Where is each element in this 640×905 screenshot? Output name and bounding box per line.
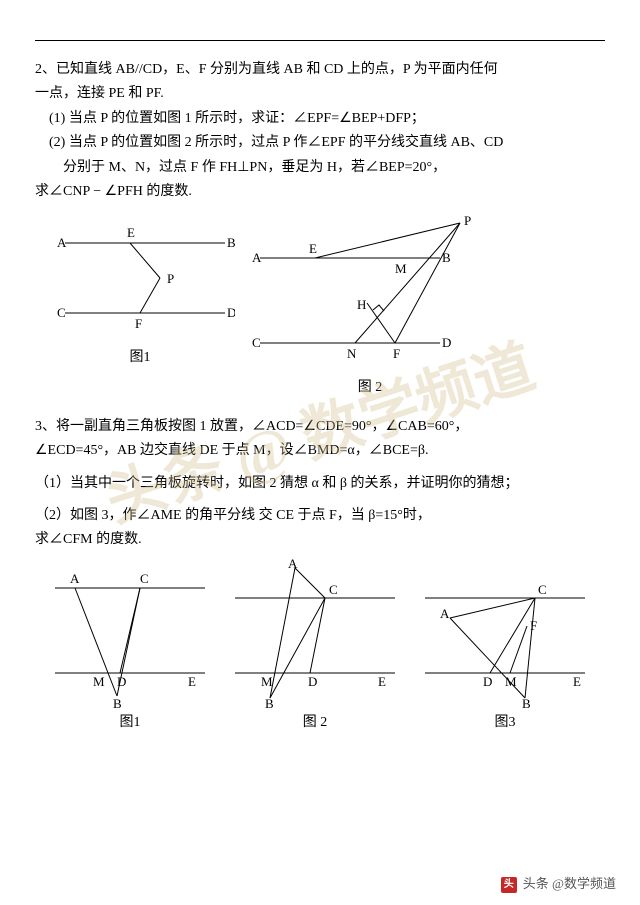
q3f3-D: D (483, 674, 492, 689)
q2-line1: 2、已知直线 AB//CD，E、F 分别为直线 AB 和 CD 上的点，P 为平… (35, 59, 605, 81)
q2f2-A: A (252, 250, 262, 265)
q2f2-D: D (442, 335, 451, 350)
q3f3-A: A (440, 606, 450, 621)
q3-line4: （2）如图 3，作∠AME 的角平分线 交 CE 于点 F，当 β=15°时， (35, 505, 605, 527)
q2-line2: 一点，连接 PE 和 PF. (35, 83, 605, 105)
q3f3-C: C (538, 582, 547, 597)
q3f1-C: C (140, 571, 149, 586)
q2f2-B: B (442, 250, 451, 265)
footer-text: 头条 @数学频道 (523, 874, 616, 895)
q2f1-D: D (227, 305, 235, 320)
footer: 头 头条 @数学频道 (501, 874, 616, 895)
horizontal-rule (35, 40, 605, 41)
q3-fig1-label: 图1 (45, 712, 215, 734)
q3f1-E: E (188, 674, 196, 689)
q3f2-B: B (265, 696, 274, 708)
question-3: 3、将一副直角三角板按图 1 放置，∠ACD=∠CDE=90°，∠CAB=60°… (35, 416, 605, 734)
q3f3-M: M (505, 674, 517, 689)
q3f2-D: D (308, 674, 317, 689)
q3-line2: ∠ECD=45°，AB 边交直线 DE 于点 M，设∠BMD=α，∠BCE=β. (35, 440, 605, 462)
question-2: 2、已知直线 AB//CD，E、F 分别为直线 AB 和 CD 上的点，P 为平… (35, 59, 605, 400)
q2f1-A: A (57, 235, 67, 250)
q2-fig2-cell: A B C D E P M H N F 图 2 (245, 213, 495, 399)
q2f1-P: P (167, 271, 174, 286)
q2-line4: (2) 当点 P 的位置如图 2 所示时，过点 P 作∠EPF 的平分线交直线 … (35, 132, 605, 154)
q2f1-C: C (57, 305, 66, 320)
q2-fig1-cell: A B C D E P F 图1 (45, 213, 235, 399)
q2f1-B: B (227, 235, 235, 250)
q2-fig2-svg: A B C D E P M H N F (245, 213, 495, 373)
q2-fig1-label: 图1 (45, 347, 235, 369)
q3f1-B: B (113, 696, 122, 708)
q2f2-N: N (347, 346, 357, 361)
q3f3-F: F (530, 618, 537, 633)
q3f2-E: E (378, 674, 386, 689)
q2f2-P: P (464, 213, 471, 228)
q3-line5: 求∠CFM 的度数. (35, 529, 605, 551)
q2f2-C: C (252, 335, 261, 350)
q3f1-D: D (117, 674, 126, 689)
q3f2-A: A (288, 558, 298, 571)
q3-fig3-svg: A C D M B E F (415, 558, 595, 708)
q3-fig1-svg: A C M D B E (45, 558, 215, 708)
q3-fig2-cell: A C M D B E 图 2 (225, 558, 405, 734)
q2-line6: 求∠CNP − ∠PFH 的度数. (35, 181, 605, 203)
q2f2-H: H (357, 297, 366, 312)
q3-fig2-svg: A C M D B E (225, 558, 405, 708)
q2f2-F: F (393, 346, 400, 361)
q3f1-A: A (70, 571, 80, 586)
q2-fig2-label: 图 2 (245, 377, 495, 399)
q3-line1: 3、将一副直角三角板按图 1 放置，∠ACD=∠CDE=90°，∠CAB=60°… (35, 416, 605, 438)
q3f3-B: B (522, 696, 531, 708)
toutiao-logo-icon: 头 (501, 877, 517, 893)
q3f3-E: E (573, 674, 581, 689)
q3-line3: （1）当其中一个三角板旋转时，如图 2 猜想 α 和 β 的关系，并证明你的猜想… (35, 473, 605, 495)
q3-fig3-label: 图3 (415, 712, 595, 734)
q3-fig3-cell: A C D M B E F 图3 (415, 558, 595, 734)
q2f1-E: E (127, 225, 135, 240)
q2-line3: (1) 当点 P 的位置如图 1 所示时，求证：∠EPF=∠BEP+DFP； (35, 108, 605, 130)
q3-fig1-cell: A C M D B E 图1 (45, 558, 215, 734)
q2f1-F: F (135, 316, 142, 331)
q3-fig2-label: 图 2 (225, 712, 405, 734)
q2f2-E: E (309, 241, 317, 256)
q2-fig1-svg: A B C D E P F (45, 213, 235, 343)
q2-line5: 分别于 M、N，过点 F 作 FH⊥PN，垂足为 H，若∠BEP=20°， (35, 157, 605, 179)
q3f2-M: M (261, 674, 273, 689)
q3f2-C: C (329, 582, 338, 597)
q3f1-M: M (93, 674, 105, 689)
q3-figures: A C M D B E 图1 A C M D B E (45, 558, 595, 734)
q2-figures: A B C D E P F 图1 A B (45, 213, 605, 399)
q2f2-M: M (395, 261, 407, 276)
